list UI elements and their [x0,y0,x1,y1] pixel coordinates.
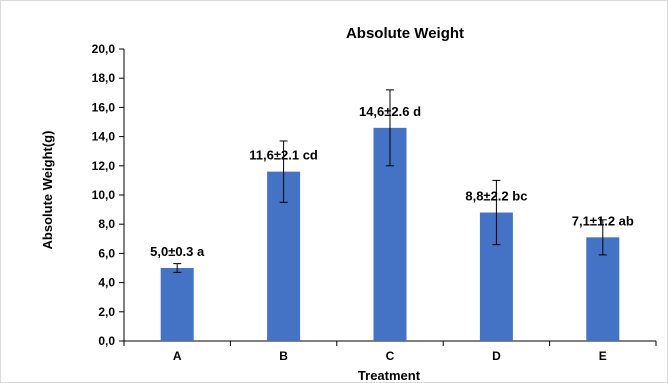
data-label: 11,6±2.1 cd [249,148,318,163]
x-tick-label: B [279,349,288,363]
y-tick-label: 20,0 [92,42,116,56]
data-label: 8,8±2.2 bc [465,189,527,204]
y-tick-label: 18,0 [92,71,116,85]
x-tick-label: D [492,349,501,363]
y-tick-label: 16,0 [92,100,116,114]
x-tick-label: C [386,349,395,363]
bar-a [160,268,194,341]
y-tick-label: 12,0 [92,159,116,173]
x-tick-label: A [173,349,182,363]
data-label: 5,0±0.3 a [150,244,205,259]
x-tick-label: E [599,349,607,363]
y-tick-label: 6,0 [98,246,115,260]
y-tick-label: 8,0 [98,217,115,231]
y-axis-title: Absolute Weight(g) [40,131,55,250]
y-tick-label: 10,0 [92,188,116,202]
y-tick-label: 4,0 [98,276,115,290]
data-label: 14,6±2.6 d [359,104,421,119]
y-tick-label: 0,0 [98,334,115,348]
plot-area: 0,0 2,0 4,0 6,0 8,0 10,0 12,0 14,0 16,0 18,0 20,0 5… [92,42,657,363]
data-label: 7,1±1.2 ab [572,213,634,228]
x-axis-title: Treatment [358,368,421,383]
y-tick-label: 2,0 [98,305,115,319]
y-tick-label: 14,0 [92,130,116,144]
chart-title: Absolute Weight [346,25,464,42]
